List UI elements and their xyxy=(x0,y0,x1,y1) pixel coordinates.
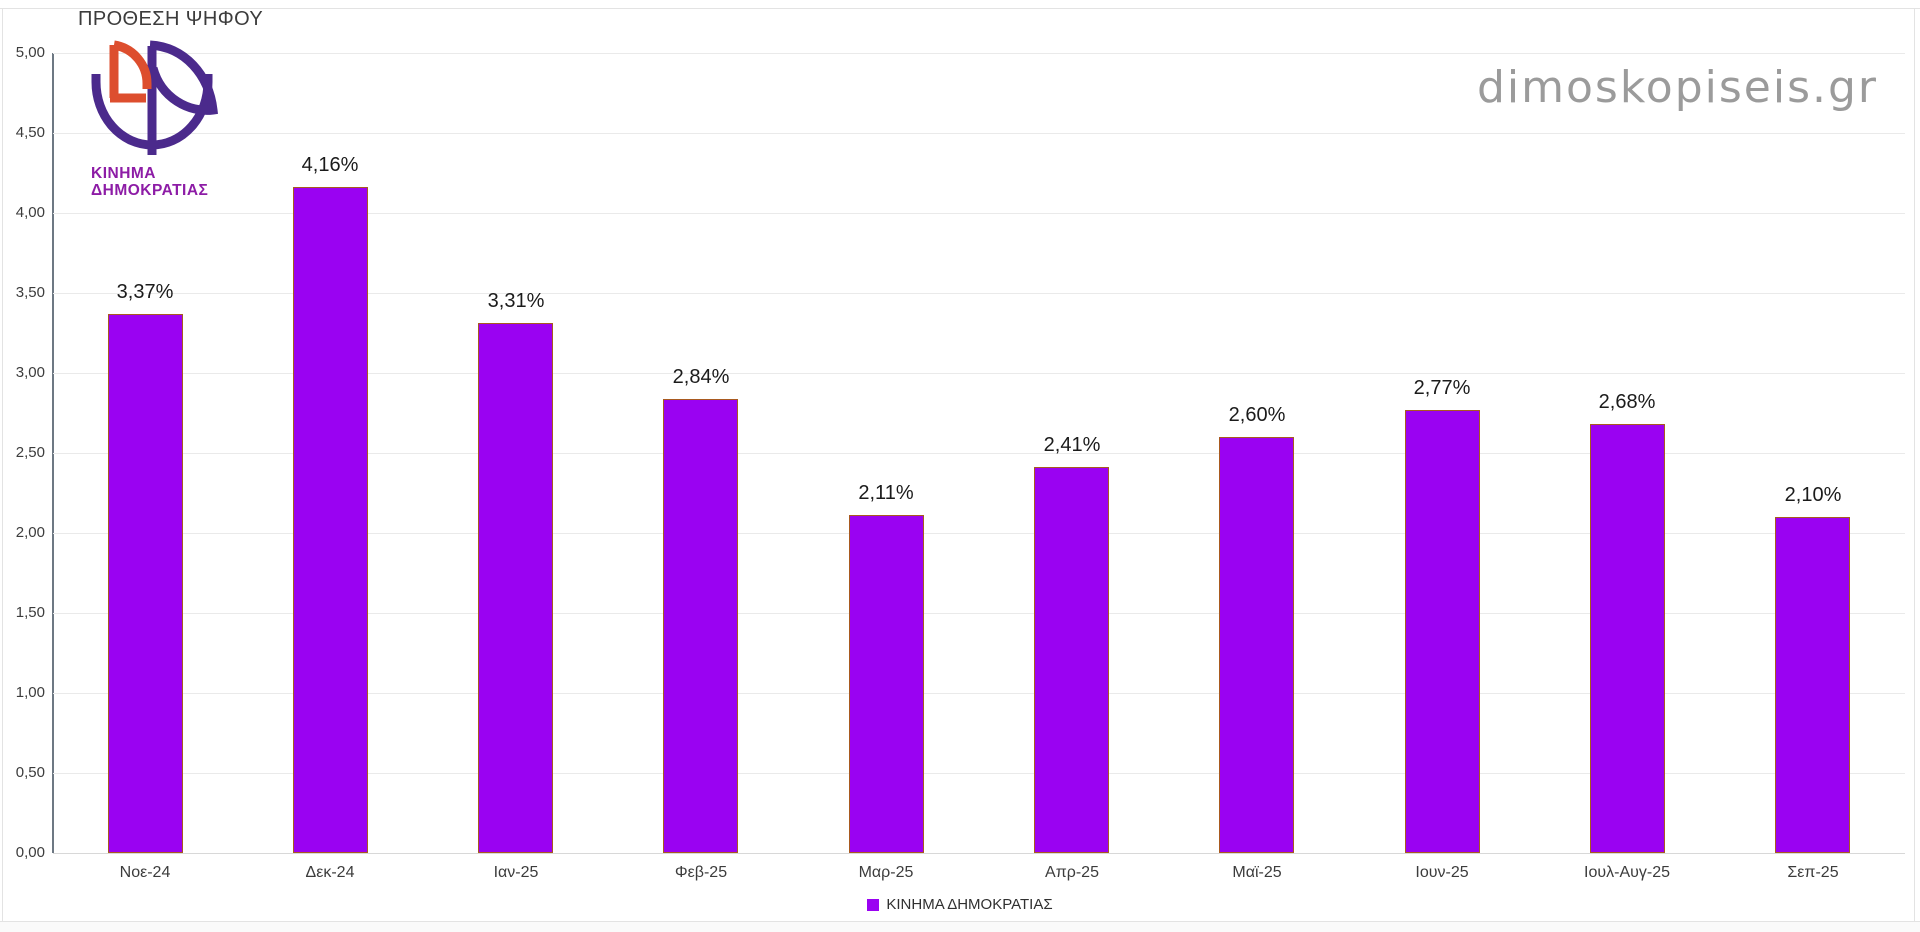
gridline xyxy=(53,533,1905,534)
bar-value-label: 2,68% xyxy=(1598,391,1656,413)
bar-value-label: 3,31% xyxy=(487,290,545,312)
x-axis-label: Σεπ-25 xyxy=(1787,864,1839,881)
bar xyxy=(1034,467,1109,853)
party-name-line1: ΚΙΝΗΜΑ xyxy=(91,165,156,182)
y-tick-label: 3,00 xyxy=(15,364,45,381)
x-axis-label: Φεβ-25 xyxy=(674,864,728,881)
x-axis-label: Ιουλ-Αυγ-25 xyxy=(1584,864,1670,881)
party-name-line2: ΔΗΜΟΚΡΑΤΙΑΣ xyxy=(91,182,209,199)
logo-sail-shape xyxy=(109,40,152,103)
x-axis-label: Μαϊ-25 xyxy=(1232,864,1282,881)
x-axis-label: Ιαν-25 xyxy=(493,864,539,881)
frame-line-top xyxy=(0,8,1920,9)
bar-value-label: 3,37% xyxy=(116,281,174,303)
y-tick-label: 5,00 xyxy=(15,44,45,61)
bar-value-label: 2,11% xyxy=(858,482,914,504)
gridline xyxy=(53,293,1905,294)
bar xyxy=(1590,424,1665,853)
chart-title: ΠΡΟΘΕΣΗ ΨΗΦΟΥ xyxy=(78,8,264,30)
x-axis-label: Μαρ-25 xyxy=(858,864,914,881)
gridline xyxy=(53,453,1905,454)
gridline xyxy=(53,853,1905,854)
bar xyxy=(1775,517,1850,853)
party-name: ΚΙΝΗΜΑ ΔΗΜΟΚΡΑΤΙΑΣ xyxy=(91,165,246,199)
bar-value-label: 4,16% xyxy=(301,154,359,176)
y-tick-label: 0,00 xyxy=(15,844,45,861)
gridline xyxy=(53,693,1905,694)
watermark-dimoskopiseis: dimoskopiseis.gr xyxy=(1477,62,1878,113)
gridline xyxy=(53,773,1905,774)
bar xyxy=(293,187,368,853)
frame-line-bottom xyxy=(0,921,1920,922)
frame-line-right xyxy=(1914,8,1915,922)
y-tick-label: 2,50 xyxy=(15,444,45,461)
y-tick-label: 3,50 xyxy=(15,284,45,301)
bar xyxy=(663,399,738,853)
x-axis-label: Απρ-25 xyxy=(1045,864,1099,881)
gridline xyxy=(53,213,1905,214)
party-logo: ΚΙΝΗΜΑ ΔΗΜΟΚΡΑΤΙΑΣ xyxy=(86,36,246,199)
x-axis-label: Δεκ-24 xyxy=(305,864,355,881)
y-tick-label: 2,00 xyxy=(15,524,45,541)
y-tick-label: 4,00 xyxy=(15,204,45,221)
y-tick-label: 1,00 xyxy=(15,684,45,701)
y-tick-label: 4,50 xyxy=(15,124,45,141)
gridline xyxy=(53,53,1905,54)
bar-value-label: 2,41% xyxy=(1043,434,1101,456)
legend-swatch-icon xyxy=(867,898,880,911)
legend-label: ΚΙΝΗΜΑ ΔΗΜΟΚΡΑΤΙΑΣ xyxy=(886,896,1053,913)
gridline xyxy=(53,133,1905,134)
frame-line-left xyxy=(2,8,3,922)
bar xyxy=(1405,410,1480,853)
gridline xyxy=(53,373,1905,374)
bar-value-label: 2,84% xyxy=(672,366,730,388)
y-tick-label: 1,50 xyxy=(15,604,45,621)
gridline xyxy=(53,613,1905,614)
x-axis-label: Νοε-24 xyxy=(119,864,171,881)
logo-leaf-shape xyxy=(148,40,218,115)
bar-value-label: 2,10% xyxy=(1784,484,1842,506)
bar xyxy=(849,515,924,853)
legend: ΚΙΝΗΜΑ ΔΗΜΟΚΡΑΤΙΑΣ xyxy=(0,896,1920,913)
bar xyxy=(1219,437,1294,853)
bar xyxy=(108,314,183,853)
bar-value-label: 2,77% xyxy=(1413,377,1471,399)
x-axis-label: Ιουν-25 xyxy=(1415,864,1469,881)
party-flower-icon xyxy=(91,40,218,155)
bar xyxy=(478,323,553,853)
y-tick-label: 0,50 xyxy=(15,764,45,781)
frame-bottom-band xyxy=(0,922,1920,932)
bar-value-label: 2,60% xyxy=(1228,404,1286,426)
